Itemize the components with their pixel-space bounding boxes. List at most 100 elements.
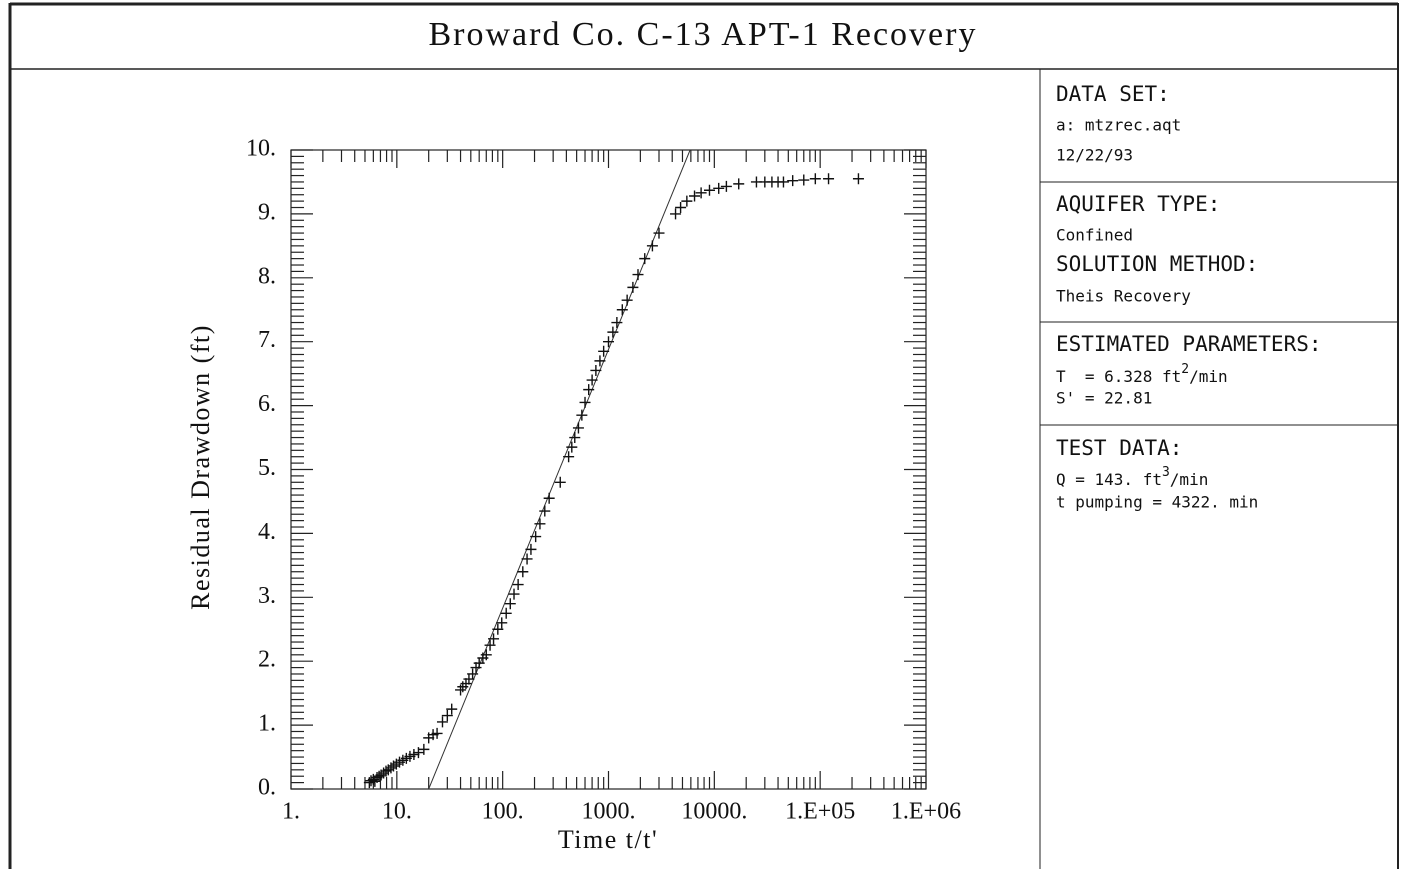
- data-point: [521, 553, 533, 565]
- data-point: [798, 174, 810, 186]
- frame: [8, 2, 1399, 869]
- y-tick-label: 0.: [258, 775, 276, 801]
- data-point: [431, 727, 443, 739]
- x-tick-label: 10.: [382, 799, 412, 825]
- y-tick-label: 1.: [258, 711, 276, 737]
- data-point: [616, 304, 628, 316]
- info-panel: DATA SET: a: mtzrec.aqt 12/22/93 AQUIFER…: [1056, 82, 1322, 512]
- data-point: [632, 269, 644, 281]
- data-point: [787, 175, 799, 187]
- x-axis-label: Time t/t': [558, 825, 658, 854]
- panel-text: t pumping = 4322. min: [1056, 493, 1258, 512]
- data-point: [543, 492, 555, 504]
- data-point: [675, 202, 687, 214]
- data-point: [496, 617, 508, 629]
- data-point: [563, 451, 575, 463]
- panel-text: a: mtzrec.aqt: [1056, 116, 1181, 135]
- data-point: [713, 182, 725, 194]
- y-tick-label: 5.: [258, 455, 276, 481]
- data-point: [467, 668, 479, 680]
- text-part: T = 6.328 ft: [1056, 367, 1181, 386]
- superscript: 2: [1181, 362, 1189, 377]
- data-point: [653, 227, 665, 239]
- x-tick-label: 100.: [482, 799, 524, 825]
- data-point: [492, 623, 504, 635]
- text-part: /min: [1170, 470, 1209, 489]
- data-point: [703, 184, 715, 196]
- y-tick-label: 10.: [246, 136, 276, 162]
- data-point: [460, 678, 472, 690]
- data-point: [611, 317, 623, 329]
- data-point: [576, 409, 588, 421]
- chart-title: Broward Co. C-13 APT-1 Recovery: [429, 16, 978, 53]
- x-tick-label: 1000.: [582, 799, 636, 825]
- x-tick-label: 10000.: [681, 799, 747, 825]
- data-point: [566, 441, 578, 453]
- data-point: [603, 336, 614, 348]
- data-point: [579, 396, 591, 408]
- data-point: [689, 190, 701, 202]
- data-point: [508, 588, 520, 600]
- panel-text: S' = 22.81: [1056, 389, 1152, 408]
- panel-heading: DATA SET:: [1056, 82, 1170, 106]
- text-part: /min: [1189, 367, 1228, 386]
- y-tick-label: 9.: [258, 199, 276, 225]
- text-part: Q = 143. ft: [1056, 470, 1162, 489]
- data-point: [695, 187, 707, 199]
- data-point: [500, 607, 512, 619]
- y-tick-label: 3.: [258, 583, 276, 609]
- data-point: [530, 531, 542, 543]
- panel-text: T = 6.328 ft2/min: [1056, 362, 1228, 386]
- data-point: [598, 345, 610, 357]
- fit-line: [428, 150, 691, 789]
- data-point: [777, 176, 789, 188]
- panel-text: Theis Recovery: [1056, 287, 1191, 306]
- data-point: [583, 384, 595, 396]
- y-tick-label: 6.: [258, 391, 276, 417]
- data-point: [569, 432, 581, 444]
- data-point: [823, 173, 835, 185]
- data-point: [534, 518, 546, 530]
- data-point: [436, 716, 448, 728]
- panel-heading: AQUIFER TYPE:: [1056, 192, 1220, 216]
- data-point: [809, 173, 821, 185]
- data-point: [586, 374, 598, 386]
- data-point: [512, 579, 524, 591]
- data-point: [621, 294, 633, 306]
- y-tick-label: 2.: [258, 647, 276, 673]
- data-point: [446, 703, 458, 715]
- data-point: [480, 649, 492, 661]
- panel-text: Confined: [1056, 226, 1133, 245]
- data-point: [525, 543, 537, 555]
- panel-text: 12/22/93: [1056, 146, 1133, 165]
- panel-text: Q = 143. ft3/min: [1056, 465, 1208, 489]
- data-point: [607, 326, 619, 338]
- data-point: [852, 173, 864, 185]
- data-point: [594, 355, 606, 367]
- x-tick-label: 1.: [282, 799, 300, 825]
- data-point: [720, 180, 732, 192]
- data-point: [554, 476, 566, 488]
- data-point: [387, 760, 399, 772]
- y-tick-label: 7.: [258, 327, 276, 353]
- data-point: [488, 633, 500, 645]
- data-point: [484, 639, 496, 651]
- superscript: 3: [1162, 465, 1170, 480]
- panel-heading: TEST DATA:: [1056, 436, 1182, 460]
- data-point: [681, 195, 693, 207]
- panel-heading: SOLUTION METHOD:: [1056, 252, 1258, 276]
- data-point: [504, 598, 516, 610]
- y-tick-label: 4.: [258, 519, 276, 545]
- data-point: [733, 178, 745, 190]
- data-point: [670, 208, 682, 220]
- data-point: [539, 505, 551, 517]
- y-tick-label: 8.: [258, 263, 276, 289]
- data-point: [639, 253, 651, 265]
- x-tick-label: 1.E+05: [785, 799, 855, 825]
- data-point: [418, 743, 430, 755]
- panel-heading: ESTIMATED PARAMETERS:: [1056, 332, 1322, 356]
- data-point: [441, 710, 453, 722]
- data-point: [408, 748, 420, 760]
